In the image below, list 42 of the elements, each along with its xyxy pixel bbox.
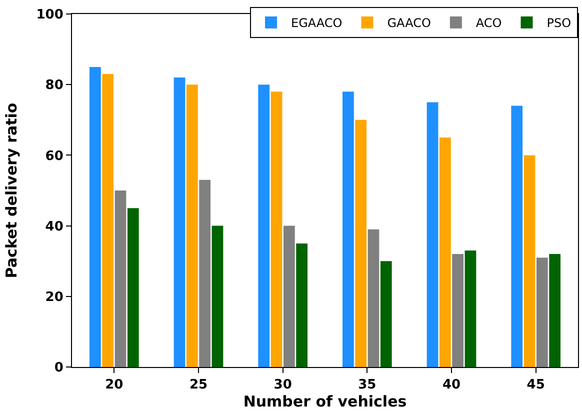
bar: [536, 258, 548, 367]
x-tick-label: 35: [358, 378, 376, 393]
x-tick-label: 45: [526, 378, 545, 393]
bar: [186, 84, 198, 367]
y-tick-label: 100: [36, 8, 64, 23]
bar: [90, 66, 101, 367]
bar: [342, 92, 354, 367]
bar: [283, 226, 295, 367]
bar: [426, 102, 438, 367]
bar: [439, 138, 451, 367]
y-tick-label: 40: [45, 219, 64, 234]
y-tick-label: 0: [54, 360, 64, 376]
x-tick-label: 30: [274, 378, 292, 393]
bar: [102, 74, 114, 367]
bar: [174, 78, 186, 367]
legend-label: ACO: [476, 16, 502, 30]
bar: [464, 250, 476, 367]
bar: [368, 229, 380, 367]
y-tick-label: 80: [45, 78, 64, 94]
y-tick-label: 20: [45, 290, 64, 305]
bar: [355, 120, 367, 367]
legend-label: EGAACO: [291, 16, 342, 30]
legend-label: PSO: [546, 16, 572, 30]
bar: [549, 254, 560, 367]
bar: [380, 261, 392, 367]
bar: [212, 226, 224, 367]
bar: [296, 243, 308, 367]
bar: [524, 155, 536, 367]
legend-label: GAACO: [387, 16, 431, 30]
x-tick-label: 40: [442, 378, 461, 393]
bar: [452, 254, 464, 367]
bar: [511, 106, 523, 367]
bar: [199, 180, 211, 367]
bar: [127, 208, 139, 367]
x-tick-label: 20: [105, 378, 124, 393]
bar: [114, 190, 126, 367]
x-tick-label: 25: [189, 378, 208, 393]
x-axis-title: Number of vehicles: [243, 392, 407, 411]
bar: [258, 84, 270, 367]
y-tick-label: 60: [45, 148, 64, 164]
bar: [270, 92, 282, 367]
y-axis-title: Packet delivery ratio: [2, 102, 21, 278]
